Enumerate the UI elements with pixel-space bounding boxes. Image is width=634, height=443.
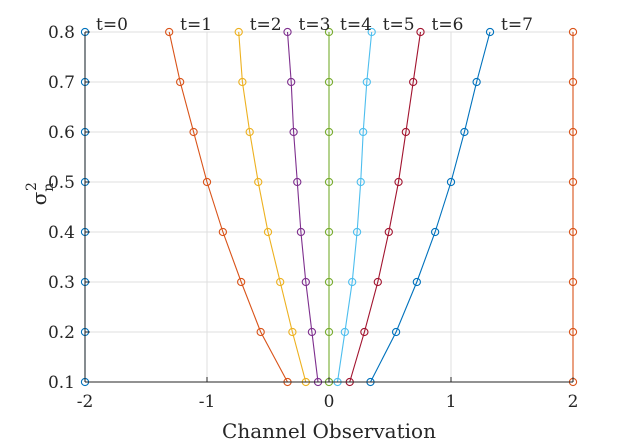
series-line-3 [286,31,319,383]
series-6-point-2 [373,277,382,287]
y-axis-label: σn 2 [24,182,57,205]
series-2-point-2 [276,277,285,287]
axes: -2 -1 0 1 2 0.1 0.2 0.3 0.4 0.5 0.6 0.7 0.8 [48,23,578,412]
series-5-point-3 [352,227,362,237]
series-8-point-1 [568,327,578,337]
series-5-point-5 [359,127,368,137]
series-6-point-5 [401,127,411,137]
x-tick-label-4: 2 [568,392,579,412]
series-1-point-1 [256,327,265,337]
series-8-point-4 [568,177,578,187]
series-4-point-4 [324,177,334,187]
series-4-point-6 [324,77,334,87]
curve-label-7: t=7 [501,15,533,35]
series-8-point-2 [568,277,578,287]
series-2-point-1 [288,327,297,337]
y-axis-label-sigma: σ [27,191,51,205]
x-tick-label-2: 0 [324,392,335,412]
series-6-point-7 [416,27,425,37]
series-5-point-1 [340,327,350,337]
series-1-point-2 [237,277,246,287]
svg-text:σn: σn [27,183,57,206]
x-tick-label-3: 1 [446,392,457,412]
y-tick-label-4: 0.5 [48,173,75,193]
series-3-point-6 [287,77,296,87]
series-3-point-4 [293,177,302,187]
curve-label-5: t=5 [383,15,415,35]
curve-label-2: t=2 [250,15,282,35]
curve-label-4: t=4 [340,15,372,35]
series-8-point-5 [568,127,578,137]
series-7-point-6 [472,77,481,87]
series-4-point-3 [324,227,334,237]
y-tick-label-5: 0.6 [48,123,75,143]
series-line-7 [370,31,491,383]
series-2-point-6 [238,77,247,87]
series-7-point-3 [430,227,440,237]
series-2-point-5 [245,127,254,137]
y-tick-label-0: 0.1 [48,373,75,393]
series-line-2 [238,31,307,383]
series-8-point-3 [568,227,578,237]
series-line-1 [168,31,288,383]
series-5-point-6 [362,77,371,87]
series-1-point-4 [202,177,212,187]
series-1-point-3 [218,227,228,237]
series-2-point-7 [234,27,243,37]
x-tick-label-1: -1 [199,392,216,412]
series-4-point-7 [324,27,334,37]
series-4-point-1 [324,327,334,337]
series-3-point-3 [296,227,306,237]
series-1-point-7 [165,27,174,37]
y-axis-label-superscript: 2 [24,182,40,191]
y-tick-label-2: 0.3 [48,273,75,293]
y-tick-label-6: 0.7 [48,73,75,93]
series-5-point-4 [356,177,365,187]
series-4-point-2 [324,277,334,287]
series-1-point-5 [189,127,198,137]
y-tick-label-3: 0.4 [48,223,75,243]
series-3-point-1 [307,327,317,337]
series-7-point-1 [391,327,401,337]
series-4-point-5 [324,127,334,137]
series-line-6 [349,31,422,383]
curve-label-3: t=3 [299,15,331,35]
y-axis-label-subscript: n [41,183,57,192]
series-7-point-5 [460,127,469,137]
y-tick-label-7: 0.8 [48,23,75,43]
series-5-point-2 [348,277,357,287]
x-tick-label-0: -2 [77,392,94,412]
series-6-point-4 [394,177,403,187]
series-6-point-3 [384,227,393,237]
series-3-point-5 [289,127,298,137]
series-line-5 [336,31,373,383]
series-2-point-3 [263,227,273,237]
series-3-point-2 [301,277,310,287]
series-7-point-7 [485,27,495,37]
series-5-point-7 [367,27,376,37]
series-6-point-1 [360,327,369,337]
curve-label-0: t=0 [96,15,128,35]
curve-labels: t=0 t=1 t=2 t=3 t=4 t=5 t=6 t=7 [96,15,533,35]
curve-label-6: t=6 [432,15,464,35]
series-7-point-2 [412,277,421,287]
series-6-point-6 [409,77,418,87]
y-tick-label-1: 0.2 [48,323,75,343]
series-3-point-7 [283,27,292,37]
series-8-point-7 [568,27,578,37]
curve-label-1: t=1 [180,15,212,35]
series-8-point-6 [568,77,578,87]
series-2-point-4 [254,177,263,187]
series-1-point-6 [176,77,185,87]
x-axis-label: Channel Observation [222,419,436,443]
series-7-point-4 [446,177,456,187]
